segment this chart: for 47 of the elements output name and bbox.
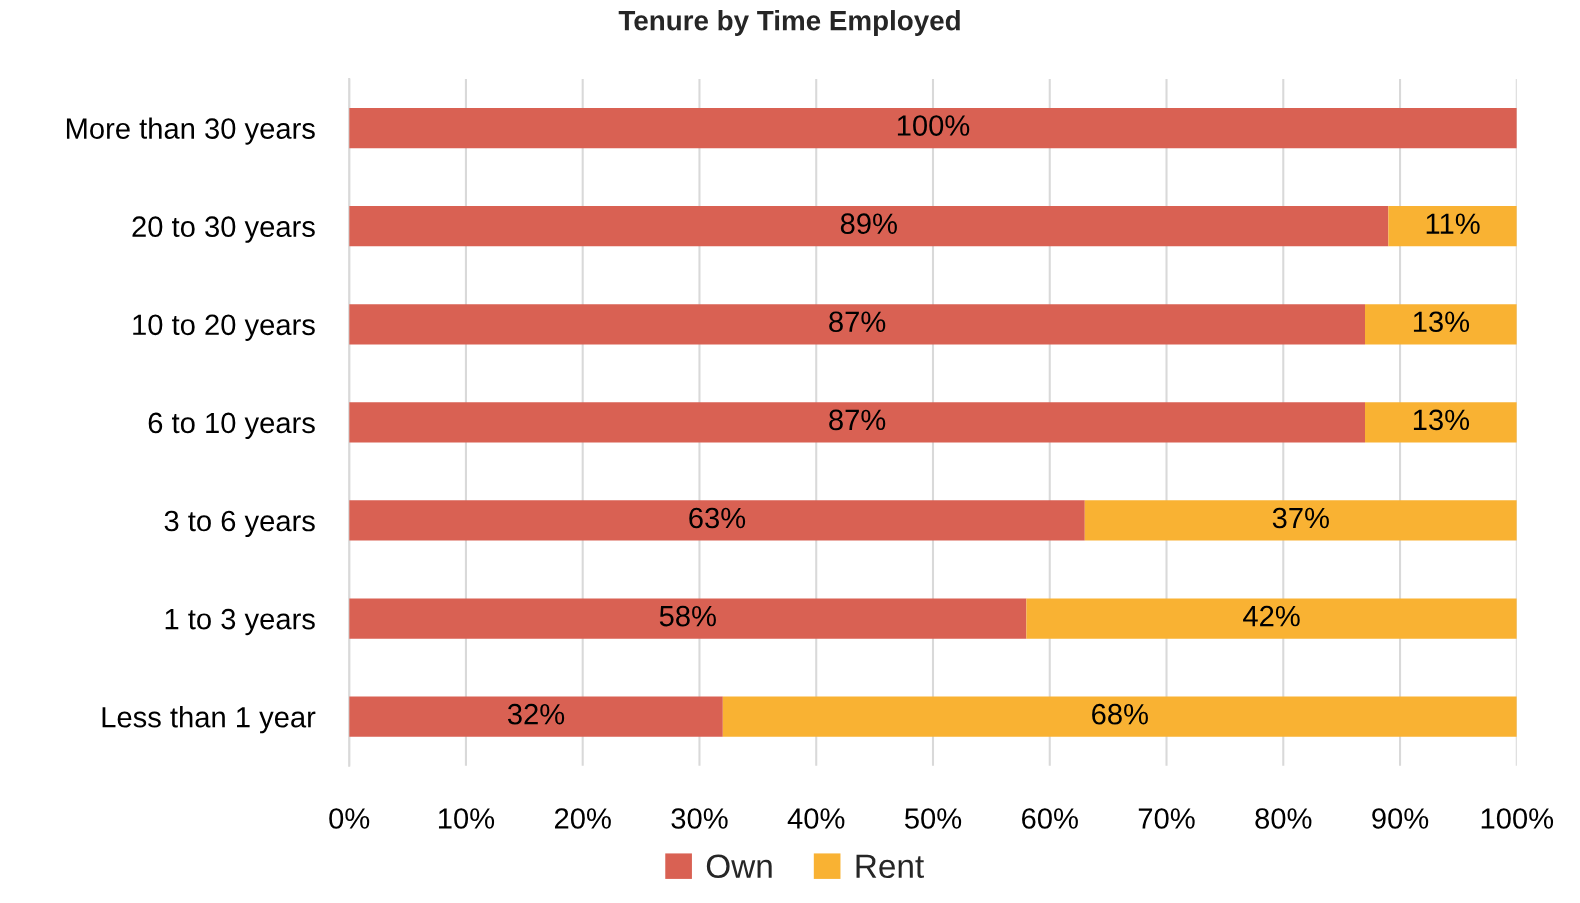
bar [349,206,1389,247]
data-label: 87% [829,311,886,333]
data-label: 100% [897,115,970,136]
bar [349,402,1366,443]
bar [349,304,1366,345]
data-label: 32% [507,703,565,725]
data-label: 87% [829,409,886,431]
data-label: 11% [1426,213,1480,234]
data-label: 13% [1413,409,1470,431]
bar [349,696,723,737]
bar [349,598,1027,639]
y-tick-label: Less than 1 year [102,706,316,734]
x-tick-label: 20% [554,808,611,829]
bar [349,107,1517,149]
x-tick-label: 60% [1022,808,1078,829]
x-tick-label: 10% [438,808,495,829]
chart-title: Tenure by Time Employed [618,10,960,36]
x-tick-label: 30% [671,808,728,829]
bar [1388,206,1517,247]
data-label: 68% [1092,703,1148,725]
y-tick-label: 1 to 3 years [165,608,315,636]
x-tick-label: 80% [1255,808,1312,829]
bar [349,500,1085,541]
data-label: 58% [659,605,716,627]
data-label: 13% [1413,311,1470,333]
x-tick-label: 90% [1372,808,1429,829]
x-tick-label: 100% [1481,808,1554,829]
bar [1084,500,1517,541]
y-tick-label: 10 to 20 years [133,314,315,341]
y-tick-label: More than 30 years [66,117,315,145]
data-label: 89% [840,213,897,234]
legend-label: Own [706,854,772,879]
data-label: 63% [689,507,746,529]
bar [1365,304,1517,345]
x-tick-label: 50% [904,808,962,829]
bar [1026,598,1517,639]
data-label: 37% [1272,507,1329,529]
y-tick-label: 6 to 10 years [148,412,315,439]
x-tick-label: 40% [787,808,845,829]
x-tick-label: 70% [1138,808,1195,829]
y-tick-label: 3 to 6 years [164,510,315,538]
bar [1365,402,1517,443]
bar [722,696,1517,737]
y-tick-label: 20 to 30 years [132,216,315,243]
legend-label: Rent [856,854,924,879]
x-tick-label: 0% [329,808,370,829]
data-label: 42% [1243,605,1300,627]
